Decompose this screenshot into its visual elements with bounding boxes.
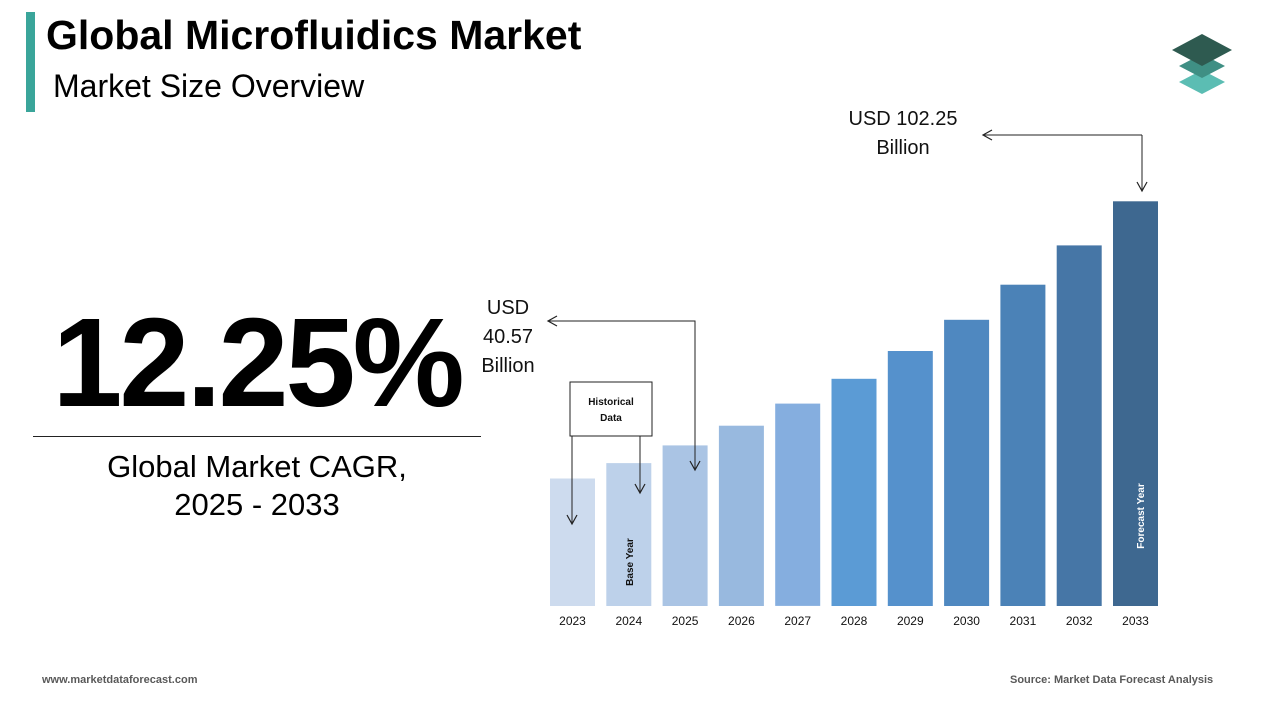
bar-2025 (662, 445, 708, 606)
cagr-divider (33, 436, 481, 437)
bar-2029 (887, 351, 933, 606)
logo-layer-top (1172, 34, 1232, 66)
source-note: Source: Market Data Forecast Analysis (1010, 674, 1214, 686)
x-tick-label-2031: 2031 (1010, 614, 1037, 628)
historical-box-line2: Data (600, 413, 622, 424)
base-year-label: Base Year (625, 538, 636, 586)
x-tick-label-2032: 2032 (1066, 614, 1093, 628)
x-tick-label-2033: 2033 (1122, 614, 1149, 628)
bar-2030 (944, 319, 990, 606)
x-tick-label-2028: 2028 (841, 614, 868, 628)
x-tick-label-2025: 2025 (672, 614, 699, 628)
x-tick-label-2026: 2026 (728, 614, 755, 628)
historical-box-line1: Historical (588, 397, 634, 408)
start-value-line1: USD (487, 297, 529, 319)
forecast-year-label: Forecast Year (1136, 483, 1147, 549)
bar-2032 (1056, 245, 1102, 606)
x-tick-labels: 2023 2024 2025 2026 2027 2028 2029 2030 2031 2032… (559, 614, 1149, 628)
bar-2033 (1113, 201, 1158, 607)
x-tick-label-2029: 2029 (897, 614, 924, 628)
cagr-value: 12.25% (52, 292, 464, 433)
end-value-line2: Billion (876, 137, 929, 159)
stacked-layers-icon (1172, 34, 1232, 94)
start-value-arrow (546, 315, 696, 470)
bars-layer (550, 201, 1158, 607)
bar-2028 (831, 378, 877, 606)
x-tick-label-2027: 2027 (784, 614, 811, 628)
cagr-caption: Global Market CAGR, 2025 - 2033 (33, 448, 481, 524)
bar-2026 (718, 425, 764, 606)
cagr-caption-line1: Global Market CAGR, (107, 449, 407, 484)
historical-data-box (569, 381, 653, 437)
page-title: Global Microfluidics Market (46, 12, 582, 58)
start-value-line3: Billion (481, 355, 534, 377)
bar-2031 (1000, 284, 1046, 606)
x-tick-label-2024: 2024 (615, 614, 642, 628)
logo-layer-bottom (1179, 70, 1225, 94)
start-value-line2: 40.57 (483, 326, 533, 348)
x-tick-label-2030: 2030 (953, 614, 980, 628)
website-url[interactable]: www.marketdataforecast.com (42, 674, 198, 686)
page-subtitle: Market Size Overview (53, 68, 365, 104)
bar-2027 (775, 403, 821, 606)
x-tick-label-2023: 2023 (559, 614, 586, 628)
end-value-line1: USD 102.25 (849, 108, 958, 130)
cagr-caption-line2: 2025 - 2033 (174, 487, 340, 522)
title-accent-bar (26, 12, 35, 112)
